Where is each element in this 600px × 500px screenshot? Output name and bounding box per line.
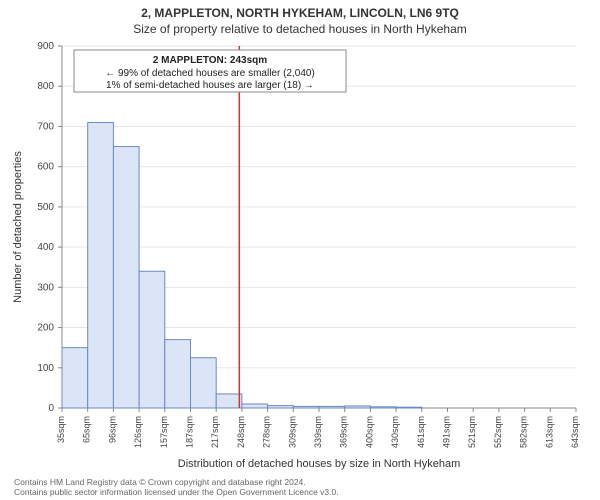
svg-text:65sqm: 65sqm bbox=[82, 416, 92, 443]
svg-text:600: 600 bbox=[37, 162, 54, 173]
svg-text:582sqm: 582sqm bbox=[519, 416, 529, 448]
svg-text:461sqm: 461sqm bbox=[416, 416, 426, 448]
svg-text:900: 900 bbox=[37, 41, 54, 52]
footer-text: Contains HM Land Registry data © Crown c… bbox=[14, 478, 339, 498]
svg-text:200: 200 bbox=[37, 323, 54, 334]
svg-text:643sqm: 643sqm bbox=[570, 416, 580, 448]
svg-text:430sqm: 430sqm bbox=[390, 416, 400, 448]
svg-text:400sqm: 400sqm bbox=[364, 416, 374, 448]
svg-text:491sqm: 491sqm bbox=[442, 416, 452, 448]
svg-text:300: 300 bbox=[37, 282, 54, 293]
y-axis-label: Number of detached properties bbox=[12, 42, 26, 412]
svg-text:100: 100 bbox=[37, 363, 54, 374]
svg-text:187sqm: 187sqm bbox=[185, 416, 195, 448]
svg-text:278sqm: 278sqm bbox=[262, 416, 272, 448]
svg-text:339sqm: 339sqm bbox=[313, 416, 323, 448]
svg-text:1% of semi-detached houses are: 1% of semi-detached houses are larger (1… bbox=[106, 80, 314, 91]
svg-text:248sqm: 248sqm bbox=[236, 416, 246, 448]
chart-title-main: 2, MAPPLETON, NORTH HYKEHAM, LINCOLN, LN… bbox=[0, 0, 600, 20]
x-axis-label: Distribution of detached houses by size … bbox=[58, 458, 580, 470]
histogram-svg: 0 100 200 300 400 500 600 700 800 900 35sqm 65sqm 96… bbox=[30, 42, 580, 458]
chart-plot: 010020030040050060070080090035sqm65sqm96… bbox=[58, 42, 580, 412]
svg-text:700: 700 bbox=[37, 121, 54, 132]
svg-text:2 MAPPLETON: 243sqm: 2 MAPPLETON: 243sqm bbox=[153, 55, 267, 66]
svg-text:157sqm: 157sqm bbox=[159, 416, 169, 448]
svg-text:309sqm: 309sqm bbox=[287, 416, 297, 448]
svg-text:613sqm: 613sqm bbox=[544, 416, 554, 448]
svg-text:552sqm: 552sqm bbox=[493, 416, 503, 448]
svg-text:521sqm: 521sqm bbox=[467, 416, 477, 448]
svg-text:800: 800 bbox=[37, 81, 54, 92]
svg-text:126sqm: 126sqm bbox=[133, 416, 143, 448]
svg-text:369sqm: 369sqm bbox=[339, 416, 349, 448]
svg-text:← 99% of detached houses are s: ← 99% of detached houses are smaller (2,… bbox=[105, 68, 315, 79]
svg-text:96sqm: 96sqm bbox=[107, 416, 117, 443]
svg-text:35sqm: 35sqm bbox=[56, 416, 66, 443]
svg-text:0: 0 bbox=[48, 403, 54, 414]
footer-line-2: Contains public sector information licen… bbox=[14, 488, 339, 498]
svg-text:400: 400 bbox=[37, 242, 54, 253]
svg-text:500: 500 bbox=[37, 202, 54, 213]
svg-text:217sqm: 217sqm bbox=[210, 416, 220, 448]
chart-title-sub: Size of property relative to detached ho… bbox=[0, 20, 600, 36]
